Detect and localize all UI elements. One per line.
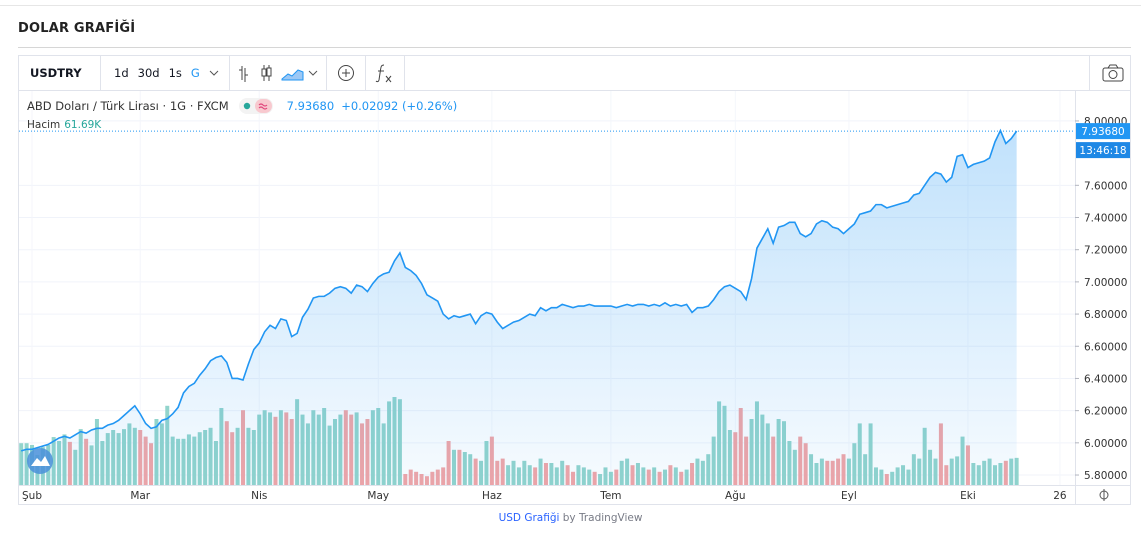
x-tick-label: Eki	[960, 490, 976, 502]
x-tick-label: May	[367, 490, 389, 502]
volume-name: Hacim	[27, 119, 61, 131]
separator	[325, 56, 327, 90]
settings-icon-ring[interactable]	[1099, 490, 1109, 500]
axes: 5.80000 6.00000 6.20000 6.40000 6.60000 6.800…	[22, 116, 1130, 502]
separator	[1089, 56, 1090, 90]
last-price: 7.93680	[286, 99, 335, 113]
y-tick-label: 6.60000	[1084, 341, 1127, 353]
separator	[228, 56, 230, 90]
candle-icon[interactable]	[258, 63, 280, 83]
y-tick-label: 7.20000	[1084, 245, 1127, 257]
footer-link[interactable]: USD Grafiği	[498, 512, 560, 524]
y-tick-label: 7.00000	[1084, 277, 1127, 289]
legend: ABD Doları / Türk Lirası · 1G · FXCM 7.9…	[27, 98, 457, 114]
status-badge	[238, 98, 273, 114]
last-price-label: 7.93680	[1081, 126, 1124, 138]
x-tick-label: Nis	[251, 490, 267, 502]
volume-legend: Hacim 61.69K	[27, 119, 101, 131]
footer: USD Grafiği by TradingView	[0, 512, 1141, 524]
price-line	[20, 128, 1018, 452]
page-title: DOLAR GRAFİĞİ	[18, 21, 136, 36]
x-tick-label: Haz	[482, 490, 502, 502]
time-box	[1076, 142, 1130, 159]
separator	[364, 56, 366, 90]
x-tick-label: 26	[1053, 490, 1067, 502]
y-tick-label: 6.00000	[1084, 438, 1127, 450]
time-label: 13:46:18	[1079, 145, 1126, 157]
y-tick-label: 5.80000	[1084, 470, 1127, 482]
interval[interactable]: G	[190, 66, 200, 80]
dropdown-icon[interactable]	[207, 67, 221, 79]
y-tick-label: 6.40000	[1084, 373, 1127, 385]
x-tick-label: Ağu	[725, 490, 746, 502]
x-tick-label: Eyl	[841, 490, 857, 502]
bar-style-icon[interactable]	[236, 63, 258, 83]
interval[interactable]: 30d	[137, 66, 160, 80]
price-area	[21, 130, 1017, 485]
price-change: +0.02092 (+0.26%)	[341, 99, 458, 113]
snapshot-icon[interactable]	[1096, 62, 1130, 84]
widget-frame	[18, 55, 1131, 505]
compare-icon[interactable]	[333, 63, 359, 83]
y-tick-label: 7.40000	[1084, 213, 1127, 225]
separator	[403, 56, 405, 90]
series-title: ABD Doları / Türk Lirası · 1G · FXCM	[27, 99, 229, 113]
y-tick-label: 6.20000	[1084, 406, 1127, 418]
x-tick-label: Mar	[130, 490, 150, 502]
x-tick-label: Tem	[599, 490, 621, 502]
x-tick-label: Şub	[22, 490, 42, 502]
footer-text: by TradingView	[562, 512, 643, 524]
tv-logo	[27, 448, 53, 474]
price-layer	[19, 128, 1075, 485]
interval[interactable]: 1s	[168, 66, 182, 80]
area-icon[interactable]	[280, 63, 306, 83]
indicators-icon[interactable]	[372, 62, 398, 84]
intervals: 1d 30d 1s G	[114, 66, 209, 80]
volume-value: 61.69K	[64, 119, 102, 131]
status-icon	[243, 99, 272, 113]
interval[interactable]: 1d	[114, 66, 129, 80]
y-tick-label: 7.60000	[1084, 180, 1127, 192]
symbol[interactable]: USDTRY	[19, 56, 101, 90]
last-price-box	[1076, 123, 1130, 140]
dropdown-icon[interactable]	[306, 67, 320, 79]
y-tick-label: 6.80000	[1084, 309, 1127, 321]
toolbar: USDTRY 1d 30d 1s G	[19, 56, 1130, 90]
